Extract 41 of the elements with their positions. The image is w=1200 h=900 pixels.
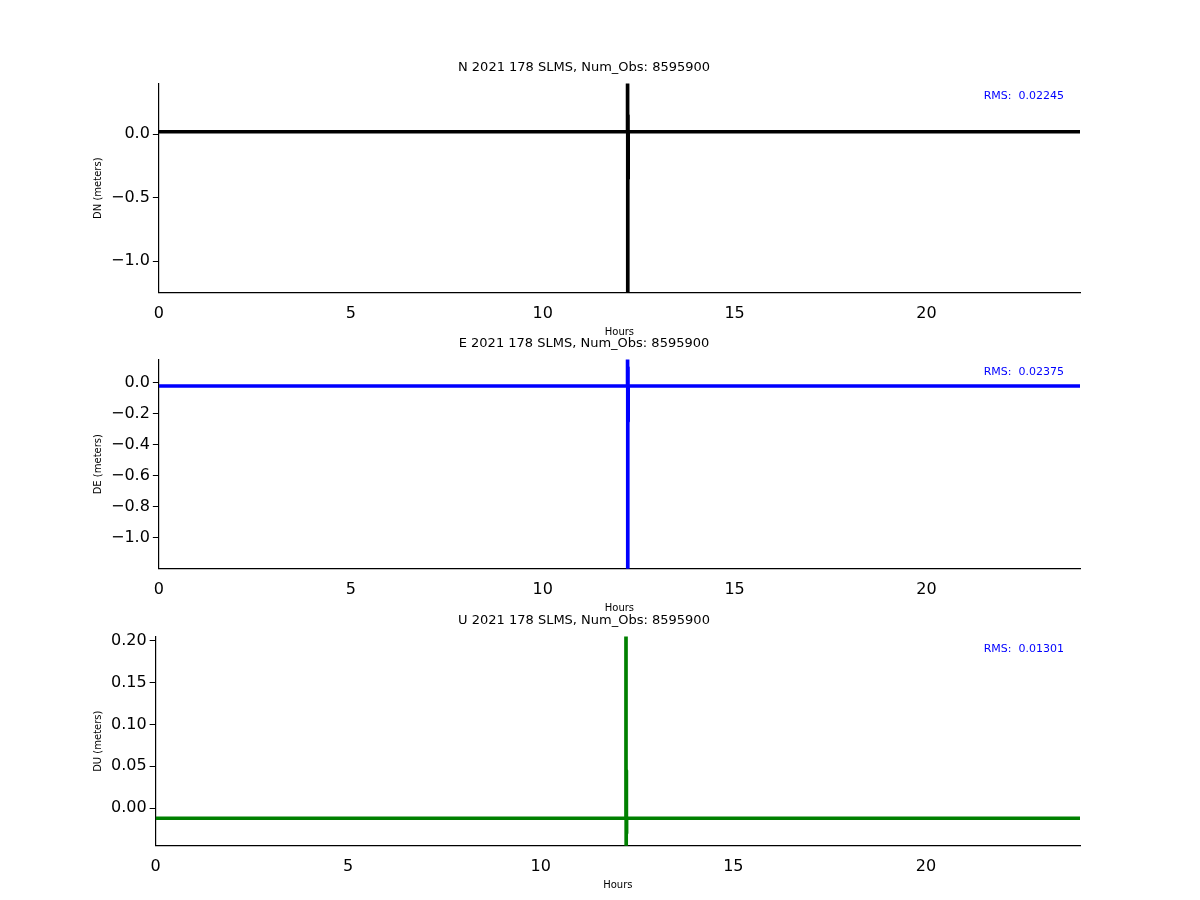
y-tick-label: 0.00 <box>111 797 147 817</box>
x-tick-label: 15 <box>724 578 745 598</box>
y-tick-label: 0.10 <box>111 713 147 733</box>
x-tick-label: 20 <box>915 855 937 875</box>
y-tick-label: −1.0 <box>110 250 150 270</box>
x-tick-label: 10 <box>532 578 553 598</box>
x-tick-label: 0 <box>153 302 164 322</box>
y-tick-label: −0.6 <box>110 464 150 484</box>
y-tick-label: 0.20 <box>111 629 147 649</box>
y-tick-label: 0.0 <box>124 123 150 143</box>
annotation: RMS: 0.02375 <box>983 364 1064 378</box>
annotation: RMS: 0.02245 <box>983 88 1064 102</box>
x-tick-label: 0 <box>153 578 164 598</box>
x-tick-label: 5 <box>343 855 354 875</box>
x-tick-label: 15 <box>723 855 744 875</box>
x-tick-label: 5 <box>345 302 356 322</box>
y-tick-label: −0.5 <box>110 186 150 206</box>
y-tick-label: −0.8 <box>110 495 150 515</box>
annotation: RMS: 0.01301 <box>983 641 1064 655</box>
x-tick-label: 10 <box>530 855 551 875</box>
x-tick-label: 20 <box>916 578 937 598</box>
y-tick-label: 0.0 <box>124 372 150 391</box>
chart-title: N 2021 178 SLMS, Num_Obs: 8595900 <box>457 59 711 75</box>
x-axis-title: Hours <box>604 601 635 613</box>
x-tick-label: 5 <box>345 578 356 598</box>
y-tick-label: 0.05 <box>111 755 147 775</box>
y-axis-title: DN (meters) <box>91 157 103 219</box>
x-axis-title: Hours <box>604 325 635 337</box>
y-tick-label: 0.15 <box>111 671 147 691</box>
y-axis-title: DU (meters) <box>91 710 103 772</box>
y-tick-label: −0.4 <box>110 433 150 453</box>
chart-title: E 2021 178 SLMS, Num_Obs: 8595900 <box>458 335 710 351</box>
chart-title: U 2021 178 SLMS, Num_Obs: 8595900 <box>458 612 710 628</box>
y-axis-title: DE (meters) <box>91 433 103 495</box>
x-tick-label: 20 <box>916 302 937 322</box>
x-axis-title: Hours <box>603 878 633 890</box>
x-tick-label: 0 <box>150 855 161 875</box>
y-tick-label: −1.0 <box>110 526 150 546</box>
y-tick-label: −0.2 <box>110 402 150 422</box>
x-tick-label: 10 <box>532 302 553 322</box>
x-tick-label: 15 <box>724 302 745 322</box>
